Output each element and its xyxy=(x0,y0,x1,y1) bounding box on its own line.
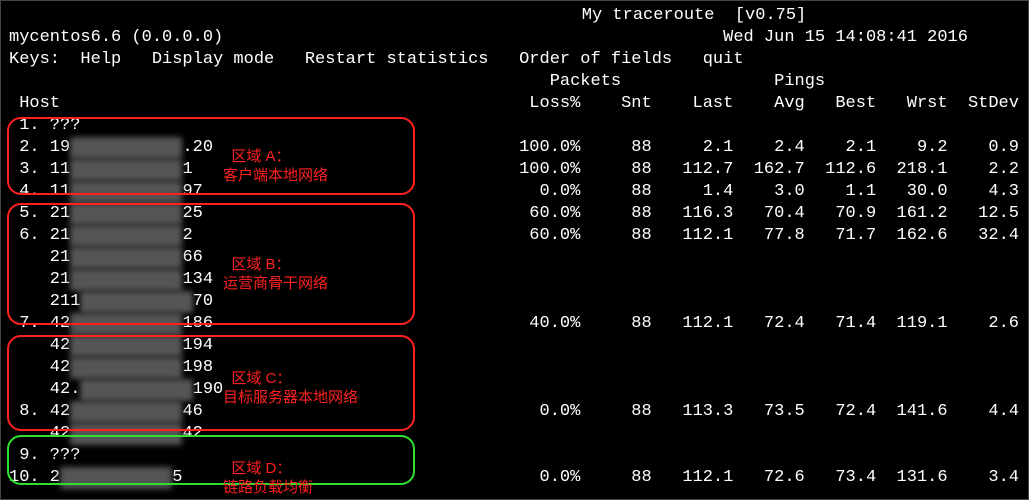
keys-line[interactable]: Keys: Help Display mode Restart statisti… xyxy=(9,49,1022,71)
zone-b-label: 区域 B：运营商骨干网络 xyxy=(223,237,328,293)
hop-row: 42.xxx.xxx.xx194 xyxy=(9,335,1022,357)
terminal-output: My traceroute [v0.75]mycentos6.6 (0.0.0.… xyxy=(9,5,1022,489)
hop-row: 42..xxx.xxx.xx190 xyxy=(9,379,1022,401)
zone-c-label: 区域 C：目标服务器本地网络 xyxy=(223,351,358,407)
hop-row: 6. 21.xxx.xxx.xx2 60.0% 88 112.1 77.8 71… xyxy=(9,225,1022,247)
hop-row: 2. 19.xxx.xxx.xx.20 100.0% 88 2.1 2.4 2.… xyxy=(9,137,1022,159)
hop-row: 7. 42.xxx.xxx.xx186 40.0% 88 112.1 72.4 … xyxy=(9,313,1022,335)
hop-row: 8. 42.xxx.xxx.xx46 0.0% 88 113.3 73.5 72… xyxy=(9,401,1022,423)
hop-row: 42.xxx.xxx.xx198 xyxy=(9,357,1022,379)
hop-row: 1. ??? xyxy=(9,115,1022,137)
zone-d-label: 区域 D：链路负载均衡 xyxy=(223,441,313,497)
hop-row: 211.xxx.xxx.xx70 xyxy=(9,291,1022,313)
hop-row: 10. 2.xxx.xxx.xx5 0.0% 88 112.1 72.6 73.… xyxy=(9,467,1022,489)
hostname-line: mycentos6.6 (0.0.0.0) Wed Jun 15 14:08:4… xyxy=(9,27,1022,49)
mtr-title: My traceroute [v0.75] xyxy=(9,5,1022,27)
hop-row: 9. ??? xyxy=(9,445,1022,467)
column-header: Host Loss% Snt Last Avg Best Wrst StDev xyxy=(9,93,1022,115)
hop-row: 21.xxx.xxx.xx134 xyxy=(9,269,1022,291)
hop-row: 5. 21.xxx.xxx.xx25 60.0% 88 116.3 70.4 7… xyxy=(9,203,1022,225)
hop-row: 42.xxx.xxx.xx42 xyxy=(9,423,1022,445)
hop-row: 21.xxx.xxx.xx66 xyxy=(9,247,1022,269)
hop-row: 3. 11.xxx.xxx.xx1 100.0% 88 112.7 162.7 … xyxy=(9,159,1022,181)
hop-row: 4. 11.xxx.xxx.xx97 0.0% 88 1.4 3.0 1.1 3… xyxy=(9,181,1022,203)
section-header: Packets Pings xyxy=(9,71,1022,93)
zone-a-label: 区域 A：客户端本地网络 xyxy=(223,129,328,185)
